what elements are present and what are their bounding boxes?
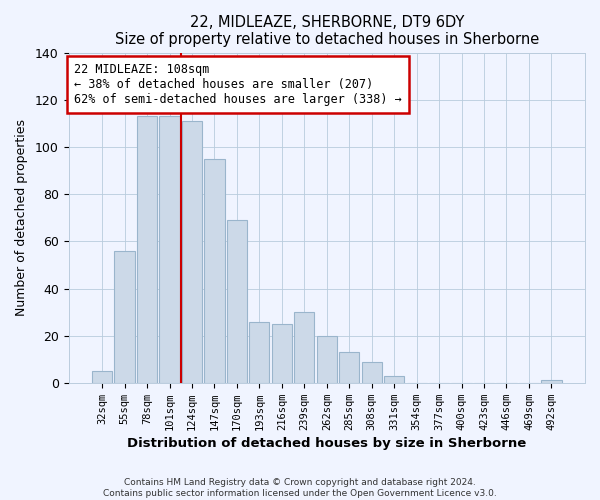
Bar xyxy=(384,376,404,383)
Bar xyxy=(339,352,359,383)
Bar xyxy=(205,159,224,383)
Bar xyxy=(541,380,562,383)
Y-axis label: Number of detached properties: Number of detached properties xyxy=(15,120,28,316)
Bar xyxy=(249,322,269,383)
Bar xyxy=(317,336,337,383)
Bar xyxy=(362,362,382,383)
Bar xyxy=(272,324,292,383)
Bar xyxy=(115,251,134,383)
Bar xyxy=(294,312,314,383)
Text: Contains HM Land Registry data © Crown copyright and database right 2024.
Contai: Contains HM Land Registry data © Crown c… xyxy=(103,478,497,498)
Bar xyxy=(92,371,112,383)
Title: 22, MIDLEAZE, SHERBORNE, DT9 6DY
Size of property relative to detached houses in: 22, MIDLEAZE, SHERBORNE, DT9 6DY Size of… xyxy=(115,15,539,48)
Bar xyxy=(160,116,179,383)
Text: 22 MIDLEAZE: 108sqm
← 38% of detached houses are smaller (207)
62% of semi-detac: 22 MIDLEAZE: 108sqm ← 38% of detached ho… xyxy=(74,62,401,106)
Bar xyxy=(137,116,157,383)
Bar xyxy=(227,220,247,383)
Bar xyxy=(182,121,202,383)
X-axis label: Distribution of detached houses by size in Sherborne: Distribution of detached houses by size … xyxy=(127,437,526,450)
